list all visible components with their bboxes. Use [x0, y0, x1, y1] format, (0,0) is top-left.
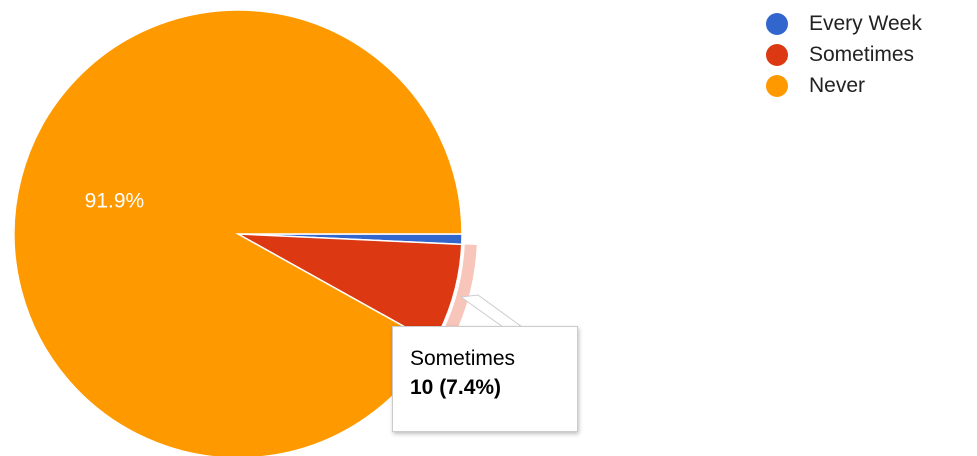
- tooltip-pointer: [459, 294, 524, 328]
- slice-percent-label: 91.9%: [85, 189, 145, 212]
- legend-swatch-sometimes: [766, 43, 788, 66]
- legend-swatch-every-week: [766, 12, 788, 35]
- legend-item-every-week[interactable]: Every Week: [766, 8, 922, 39]
- legend-label: Every Week: [809, 11, 922, 35]
- legend-swatch-never: [766, 74, 788, 97]
- tooltip-series-name: Sometimes: [410, 347, 516, 370]
- legend-item-sometimes[interactable]: Sometimes: [766, 39, 922, 70]
- slice-highlight-sometimes: [436, 244, 477, 351]
- slice-never[interactable]: [13, 9, 463, 456]
- legend-label: Never: [809, 73, 866, 97]
- legend-item-never[interactable]: Never: [766, 70, 922, 101]
- slice-tooltip: Sometimes 10 (7.4%): [392, 326, 578, 432]
- legend: Every Week Sometimes Never: [766, 8, 922, 101]
- tooltip-series-value: 10 (7.4%): [410, 376, 502, 399]
- legend-label: Sometimes: [809, 42, 915, 66]
